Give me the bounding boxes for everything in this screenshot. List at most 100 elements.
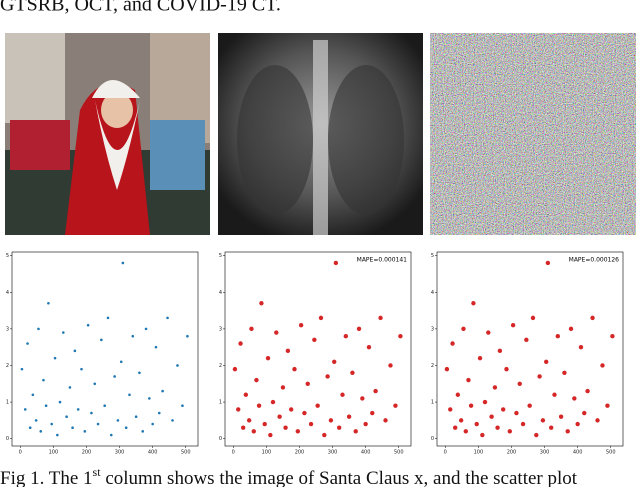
point (256, 403, 262, 408)
y-tick-label: 2 (219, 363, 222, 369)
x-tick-label: 100 (474, 450, 484, 456)
point (568, 326, 574, 332)
point (340, 392, 345, 397)
point (486, 330, 491, 335)
caption-lead: Fig 1. The 1 (0, 468, 93, 487)
point (527, 403, 532, 408)
point (497, 348, 503, 354)
point (463, 429, 468, 434)
y-tick-label: 0 (219, 436, 222, 442)
point (106, 316, 110, 320)
point (124, 426, 128, 429)
x-tick-label: 200 (82, 450, 92, 456)
noise-image (430, 33, 636, 235)
y-tick-label: 5 (431, 253, 434, 259)
point (544, 359, 549, 365)
point (103, 404, 106, 408)
point (500, 407, 506, 412)
point (86, 323, 90, 327)
y-tick-label: 5 (6, 253, 9, 259)
point (305, 381, 310, 386)
x-tick-label: 300 (115, 450, 125, 456)
x-tick-label: 100 (49, 450, 59, 456)
point (555, 333, 561, 339)
point (262, 421, 267, 427)
caption-sup: st (93, 465, 102, 479)
point (71, 426, 74, 429)
point (154, 345, 158, 349)
point (292, 366, 297, 372)
x-tick-label: 500 (181, 450, 191, 456)
santa-image (5, 33, 210, 235)
point (37, 327, 40, 331)
x-tick-label: 400 (148, 450, 158, 456)
point (466, 377, 471, 383)
point (378, 315, 383, 321)
point (96, 422, 100, 426)
point (58, 400, 62, 404)
point (100, 338, 103, 342)
point (270, 399, 276, 405)
point (134, 415, 138, 419)
point (480, 432, 485, 438)
point (552, 392, 557, 397)
point (243, 392, 249, 397)
point (325, 374, 330, 379)
point (461, 326, 466, 332)
point (80, 367, 83, 371)
point (116, 419, 120, 422)
point (83, 430, 87, 433)
point (510, 323, 516, 328)
point (595, 418, 600, 423)
point (90, 411, 93, 415)
point (176, 364, 179, 367)
point (350, 370, 355, 375)
point (283, 425, 288, 430)
point (383, 418, 388, 423)
point (39, 430, 43, 433)
xray-image (218, 33, 423, 235)
x-tick-label: 0 (444, 450, 447, 456)
point (444, 366, 450, 372)
point (151, 422, 154, 426)
y-tick-label: 4 (431, 290, 434, 296)
x-tick-label: 200 (295, 450, 305, 456)
point (166, 316, 169, 320)
point (298, 323, 304, 328)
point (578, 344, 584, 350)
point (288, 407, 294, 412)
x-tick-label: 100 (262, 450, 272, 456)
annotation: MAPE=0.000126 (569, 257, 620, 264)
point (274, 330, 279, 335)
point (315, 403, 320, 408)
y-tick-label: 5 (219, 253, 222, 259)
point (575, 421, 580, 427)
y-tick-label: 1 (219, 400, 222, 406)
point (453, 425, 458, 430)
point (113, 375, 116, 378)
point (530, 315, 536, 321)
point (322, 432, 327, 438)
point (343, 333, 349, 339)
point (295, 429, 301, 434)
point (128, 393, 131, 397)
point (562, 370, 567, 375)
y-tick-label: 0 (6, 436, 9, 442)
point (448, 407, 453, 412)
point (241, 425, 246, 430)
y-tick-label: 4 (219, 290, 222, 296)
point (565, 429, 570, 434)
point (280, 385, 286, 390)
point (590, 315, 595, 321)
axes-frame (436, 251, 624, 447)
axes-frame (11, 251, 199, 447)
point (517, 381, 522, 386)
point (328, 418, 334, 423)
point (144, 327, 148, 331)
y-tick-label: 3 (219, 326, 222, 332)
point (605, 403, 610, 408)
point (495, 425, 500, 430)
point (141, 430, 145, 433)
header-text: GTSRB, OCT, and COVID-19 CT. (0, 0, 281, 16)
point (42, 378, 45, 382)
